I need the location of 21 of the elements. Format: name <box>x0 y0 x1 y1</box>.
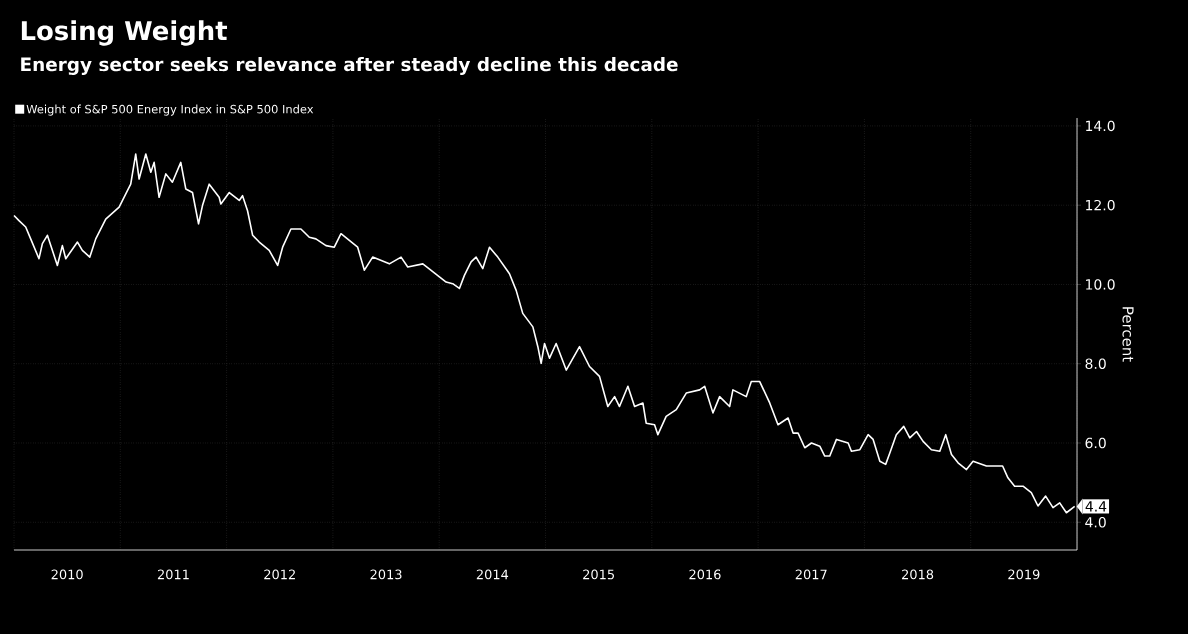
chart-title: Losing Weight <box>21 20 228 46</box>
x-tick-label: 2017 <box>795 569 827 580</box>
y-tick-label: 10.0 <box>1086 279 1115 290</box>
y-tick-label: 4.0 <box>1085 516 1106 528</box>
chart-subtitle: Energy sector seeks relevance after steady decline this decade <box>21 56 678 75</box>
legend-label: Weight of S&P 500 Energy Index in S&P 500 Index <box>26 104 314 116</box>
x-tick-label: 2011 <box>157 569 189 580</box>
x-tick-label: 2018 <box>902 569 934 580</box>
x-tick-label: 2014 <box>476 569 509 580</box>
annotation: 4.4 <box>1085 501 1107 512</box>
y-axis-title: Percent <box>1122 307 1134 362</box>
x-tick-label: 2019 <box>1008 569 1040 580</box>
y-tick-label: 14.0 <box>1086 120 1115 132</box>
x-tick-label: 2016 <box>689 569 721 580</box>
y-tick-label: 8.0 <box>1085 358 1106 369</box>
y-tick-label: 6.0 <box>1085 437 1106 449</box>
x-tick-label: 2012 <box>264 569 295 580</box>
x-tick-label: 2013 <box>370 569 402 580</box>
x-tick-label: 2010 <box>51 569 83 580</box>
x-tick-label: 2015 <box>583 569 614 580</box>
y-tick-label: 12.0 <box>1086 199 1115 211</box>
